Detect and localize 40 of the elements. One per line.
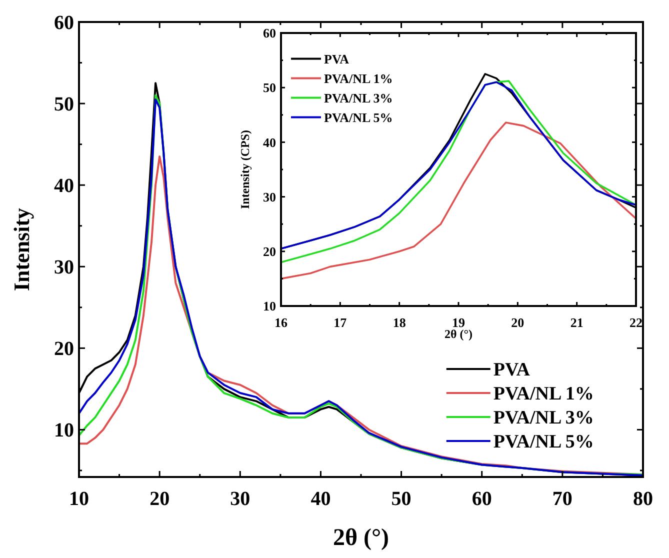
x-tick-label: 18 — [392, 315, 406, 330]
y-tick-label: 60 — [54, 12, 74, 34]
x-tick-label: 80 — [633, 488, 653, 510]
legend-label: PVA — [493, 360, 530, 381]
y-tick-label: 50 — [263, 80, 276, 96]
x-tick-label: 17 — [334, 315, 348, 330]
y-tick-label: 60 — [263, 26, 276, 41]
legend-label: PVA/NL 1% — [324, 70, 393, 86]
y-tick-label: 30 — [54, 256, 74, 279]
y-tick-label: 10 — [54, 420, 74, 442]
legend-label: PVA — [324, 51, 350, 66]
y-tick-label: 10 — [263, 298, 276, 314]
legend-label: PVA/NL 3% — [493, 408, 594, 429]
y-axis-title: Intensity — [9, 208, 34, 292]
x-tick-label: 22 — [630, 315, 642, 330]
legend-label: PVA/NL 5% — [493, 432, 594, 453]
x-axis-title: 2θ (°) — [332, 525, 390, 551]
x-tick-label: 60 — [472, 488, 492, 510]
x-axis-title: 2θ (°) — [444, 327, 473, 341]
y-tick-label: 20 — [54, 338, 74, 360]
y-tick-label: 50 — [54, 94, 74, 116]
x-tick-label: 20 — [511, 315, 524, 330]
x-tick-label: 21 — [570, 315, 584, 330]
x-tick-label: 40 — [310, 488, 331, 510]
legend-label: PVA/NL 3% — [324, 90, 393, 106]
y-tick-label: 20 — [263, 244, 276, 259]
legend-label: PVA/NL 1% — [493, 384, 594, 405]
legend-label: PVA/NL 5% — [324, 110, 393, 125]
x-tick-label: 20 — [150, 488, 170, 510]
x-tick-label: 10 — [69, 488, 89, 510]
y-tick-label: 30 — [263, 189, 276, 204]
x-tick-label: 19 — [452, 315, 466, 330]
line-series — [281, 122, 636, 280]
y-tick-label: 40 — [263, 134, 276, 150]
y-axis-title: Intensity (CPS) — [238, 130, 252, 210]
x-tick-label: 30 — [230, 488, 250, 510]
x-tick-label: 16 — [274, 315, 288, 330]
x-tick-label: 70 — [552, 488, 572, 510]
x-tick-label: 50 — [391, 488, 412, 510]
y-tick-label: 40 — [54, 175, 74, 198]
